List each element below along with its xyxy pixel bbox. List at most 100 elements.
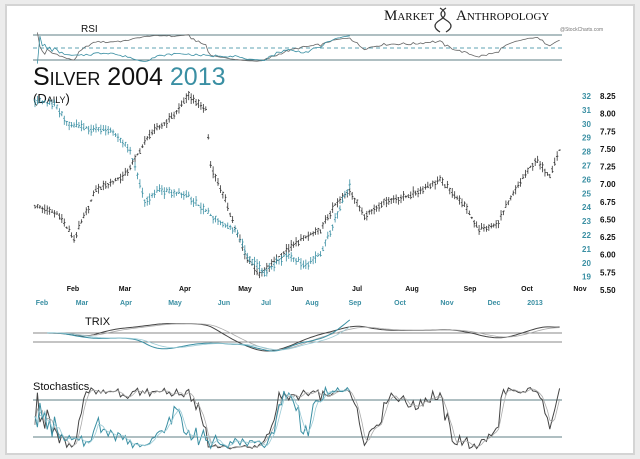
bar-2004: [351, 191, 354, 200]
bar-2013: [102, 125, 105, 132]
bar-2004: [143, 136, 146, 145]
bar-2004: [75, 231, 78, 239]
bar-2013: [233, 225, 237, 233]
bar-2004: [368, 209, 371, 215]
bar-2013: [114, 133, 117, 137]
bar-2004: [551, 165, 554, 174]
bar-2004: [187, 90, 190, 101]
bar-2004: [326, 214, 329, 221]
bar-2004: [121, 171, 125, 181]
bar-2004: [319, 229, 322, 234]
bar-2004: [412, 186, 415, 198]
bar-2004: [443, 184, 447, 189]
bar-2013: [241, 238, 244, 248]
stoch-d-2004: [34, 388, 560, 449]
bar-2013: [153, 189, 156, 198]
bar-2004: [70, 232, 73, 238]
bar-2004: [77, 220, 81, 230]
bar-2013: [280, 255, 283, 266]
bar-2004: [497, 220, 500, 229]
bar-2004: [329, 210, 332, 219]
bar-2013: [214, 215, 217, 223]
bar-2004: [331, 202, 334, 213]
bar-2013: [268, 262, 271, 269]
bar-2013: [46, 102, 49, 107]
x-tick-2013: Apr: [120, 300, 132, 307]
bar-2013: [99, 124, 103, 135]
bar-2004: [353, 197, 356, 204]
bar-2004: [65, 226, 68, 229]
x-tick-2013: Jun: [218, 300, 230, 307]
x-tick-2004: Apr: [179, 286, 191, 293]
bar-2013: [89, 124, 93, 136]
bar-2004: [514, 185, 517, 195]
bar-2013: [285, 252, 288, 262]
bar-2013: [248, 256, 251, 264]
bar-2004: [433, 180, 437, 190]
bar-2004: [380, 201, 383, 208]
bar-2013: [272, 261, 276, 272]
bar-2013: [338, 205, 342, 212]
bar-2013: [36, 95, 39, 105]
title-main: Silver 2004: [33, 63, 163, 91]
bar-2013: [55, 104, 59, 110]
bar-2013: [297, 256, 300, 262]
bar-2013: [324, 239, 327, 247]
bar-2004: [294, 237, 298, 247]
bar-2013: [326, 231, 329, 240]
bar-2013: [116, 133, 120, 142]
bar-2013: [168, 186, 171, 194]
bar-2013: [194, 196, 198, 207]
x-tick-2013: Sep: [349, 300, 362, 307]
bar-2013: [133, 161, 137, 171]
bar-2004: [363, 214, 366, 221]
price-panel: [33, 90, 561, 279]
bar-2013: [87, 125, 90, 135]
bar-2004: [133, 154, 137, 163]
bar-2013: [192, 198, 195, 208]
bar-2013: [128, 146, 132, 155]
bar-2004: [407, 194, 410, 199]
bar-2013: [67, 121, 71, 131]
bar-2004: [507, 200, 510, 206]
bar-2013: [80, 120, 83, 132]
bar-2004: [316, 227, 320, 235]
bar-2004: [80, 219, 83, 224]
bar-2013: [311, 256, 315, 265]
bar-2004: [529, 165, 532, 168]
chart-frame: [5, 4, 635, 455]
bar-2013: [111, 129, 115, 136]
bar-2004: [146, 136, 149, 141]
bar-2013: [216, 218, 220, 226]
bar-2013: [160, 185, 164, 196]
bar-2013: [263, 269, 266, 277]
bar-2004: [50, 209, 54, 213]
bar-2004: [46, 205, 49, 215]
bar-2004: [324, 215, 327, 224]
bar-2004: [404, 195, 408, 199]
bar-2004: [465, 203, 469, 214]
bar-2004: [392, 195, 395, 203]
bar-2004: [548, 173, 552, 179]
stoch-d-2013: [34, 389, 350, 447]
bar-2004: [155, 123, 159, 131]
x-tick-2004: Mar: [119, 286, 132, 293]
logo-market: Market: [384, 8, 434, 24]
bar-2004: [333, 203, 337, 206]
bar-2013: [60, 111, 64, 117]
bar-2013: [333, 213, 337, 223]
bar-2004: [180, 100, 183, 107]
bar-2013: [150, 192, 154, 198]
bar-2013: [53, 99, 56, 107]
stockcharts-credit: @StockCharts.com: [560, 27, 603, 33]
bar-2013: [294, 257, 298, 265]
stoch-k-2004: [34, 387, 561, 450]
bar-2013: [302, 260, 305, 269]
bar-2004: [253, 264, 256, 275]
bar-2013: [211, 215, 215, 224]
stochastics-label: Stochastics: [33, 381, 90, 393]
bar-2013: [236, 229, 239, 238]
bar-2004: [490, 223, 493, 229]
bar-2004: [163, 122, 166, 126]
